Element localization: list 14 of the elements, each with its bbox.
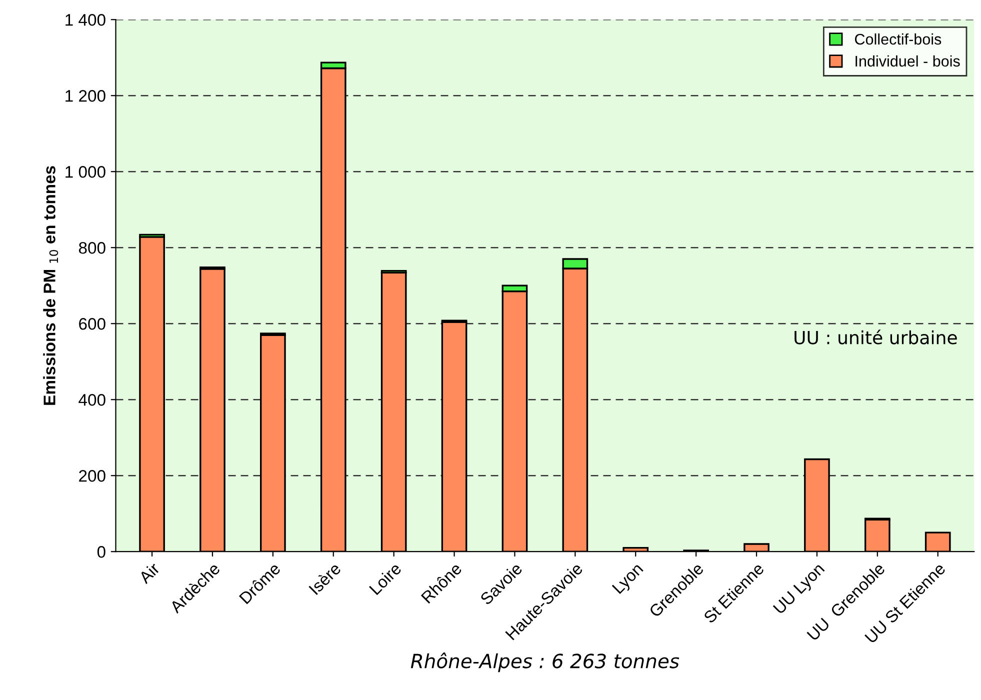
x-axis-title: Rhône-Alpes : 6 263 tonnes xyxy=(410,652,680,672)
y-tick-label: 800 xyxy=(78,242,106,254)
y-tick-label: 400 xyxy=(78,394,106,406)
y-tick-label: 1 400 xyxy=(66,14,106,26)
x-tick-label: Air xyxy=(138,562,160,584)
legend-label: Individuel - bois xyxy=(856,55,960,67)
y-tick-label: 1 000 xyxy=(66,166,106,178)
y-tick-label: 1 200 xyxy=(66,90,106,102)
legend-label: Collectif-bois xyxy=(855,33,942,45)
annotation: UU : unité urbaine xyxy=(794,330,957,344)
y-tick-label: 0 xyxy=(97,546,106,558)
y-axis-title: Emissions de PM $_{10}$ en tonnes xyxy=(43,166,58,405)
y-tick-label: 200 xyxy=(79,470,106,482)
y-tick-label: 600 xyxy=(79,318,106,330)
